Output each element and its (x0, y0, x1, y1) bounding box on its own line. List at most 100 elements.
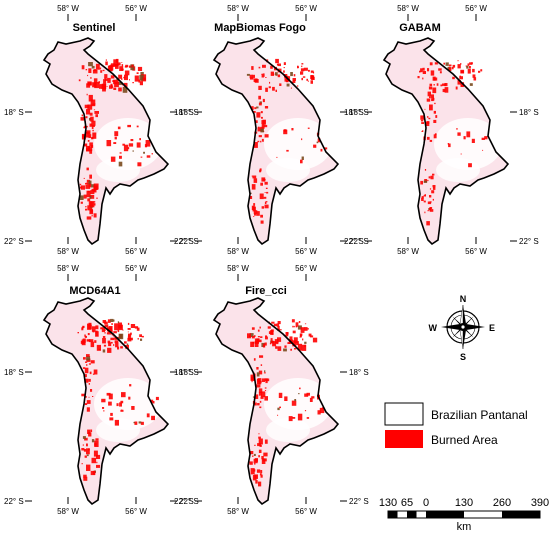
burned-patch (249, 74, 253, 79)
burned-patch (256, 372, 260, 377)
burned-patch (261, 74, 264, 78)
burned-patch (92, 129, 94, 132)
burned-patch (249, 333, 254, 337)
compass-west: W (429, 323, 438, 333)
burned-patch (254, 335, 256, 337)
burned-patch (91, 65, 95, 69)
burned-patch (254, 444, 256, 446)
burned-patch (96, 461, 98, 464)
graticule-label-lon-west: 58° W (227, 264, 249, 273)
burned-patch (146, 155, 151, 158)
burned-patch (432, 185, 436, 188)
burned-patch (83, 357, 86, 360)
burned-patch (86, 190, 91, 198)
burned-patch (293, 74, 296, 77)
burned-patch (88, 378, 91, 382)
burned-patch (252, 455, 254, 457)
burned-patch (119, 402, 122, 407)
burned-patch (265, 335, 267, 338)
burned-patch (298, 321, 301, 323)
burned-patch (448, 64, 452, 67)
burned-patch (87, 104, 93, 110)
burned-patch (270, 338, 273, 341)
burned-patch (88, 94, 93, 102)
burned-patch (430, 175, 434, 180)
burned-patch (422, 67, 425, 71)
burned-patch (448, 67, 452, 71)
burned-patch (91, 120, 96, 126)
burned-patch (254, 79, 259, 83)
burned-patch (430, 70, 435, 76)
burned-patch (107, 77, 111, 83)
burned-patch (134, 326, 139, 329)
burned-patch (89, 142, 93, 147)
burned-patch (293, 325, 295, 328)
burned-patch (432, 186, 436, 190)
burned-patch (260, 220, 264, 224)
burned-patch (250, 341, 254, 347)
burned-patch (93, 109, 96, 111)
burned-patch (86, 364, 88, 366)
graticule-label-lat-south: 22° S (174, 237, 194, 246)
burned-patch (452, 66, 455, 68)
burned-patch (137, 338, 139, 340)
burned-patch (258, 388, 263, 393)
burned-patch (88, 322, 92, 326)
burned-patch (140, 338, 143, 341)
burned-patch (125, 64, 129, 68)
burned-patch (277, 63, 281, 67)
burned-patch (261, 73, 264, 75)
burned-patch (99, 67, 102, 70)
burned-patch (151, 415, 155, 421)
graticule-label-lat-north: 18° S (174, 368, 194, 377)
burned-patch (124, 74, 128, 81)
burned-patch (152, 401, 155, 404)
burned-patch (79, 186, 82, 189)
burned-patch (83, 449, 87, 452)
burned-patch (96, 197, 98, 199)
burned-patch (293, 337, 298, 344)
burned-patch (117, 329, 120, 333)
burned-patch (256, 384, 261, 388)
burned-patch (86, 109, 91, 115)
burned-patch (82, 367, 86, 369)
burned-patch (257, 378, 262, 383)
burned-patch (91, 326, 96, 332)
burned-patch (469, 66, 471, 69)
pantanal-map (383, 37, 509, 245)
burned-patch (122, 143, 125, 146)
scale-tick-label: 65 (401, 497, 413, 509)
burned-patch (85, 116, 88, 119)
burned-patch (93, 203, 96, 206)
burned-patch (87, 140, 90, 142)
burned-patch (427, 210, 429, 212)
burned-patch (85, 361, 88, 363)
graticule-label-lon-east: 56° W (465, 247, 487, 256)
burned-patch (484, 136, 488, 140)
burned-patch (80, 117, 85, 121)
burned-patch (90, 190, 95, 194)
burned-patch (143, 151, 145, 154)
burned-patch (121, 64, 124, 67)
burned-patch (110, 412, 113, 416)
burned-patch (471, 62, 473, 65)
burned-patch (304, 393, 309, 397)
burned-patch (473, 77, 477, 81)
burned-patch (81, 185, 85, 190)
burned-patch (82, 325, 85, 328)
burned-patch (278, 392, 283, 398)
graticule-label-lat-south: 22° S (179, 237, 199, 246)
burned-patch (297, 66, 299, 68)
burned-patch (82, 444, 84, 446)
burned-patch (118, 87, 122, 92)
pantanal-map (43, 37, 169, 245)
burned-patch (309, 397, 313, 402)
burned-patch (100, 70, 103, 73)
burned-patch (94, 82, 100, 89)
burned-patch (304, 323, 307, 325)
burned-patch (270, 71, 274, 76)
burned-patch (442, 88, 446, 93)
burned-patch (251, 327, 255, 330)
burned-patch (258, 370, 263, 375)
burned-patch (138, 79, 141, 83)
